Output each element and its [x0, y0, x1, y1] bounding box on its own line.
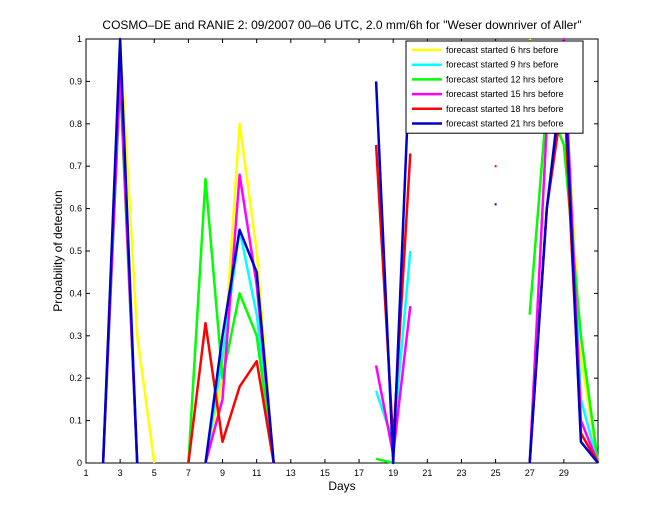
y-tick-label: 0.8 — [69, 119, 82, 129]
y-tick-label: 0.1 — [69, 416, 82, 426]
y-tick-label: 0.6 — [69, 204, 82, 214]
y-tick-label: 0.9 — [69, 76, 82, 86]
x-tick-label: 19 — [388, 468, 398, 478]
legend-entry: forecast started 12 hrs before — [446, 74, 564, 84]
y-tick-label: 0.4 — [69, 288, 82, 298]
x-tick-label: 29 — [559, 468, 569, 478]
series-line-segment — [187, 321, 275, 464]
series-6 — [101, 37, 599, 465]
x-tick-label: 11 — [252, 468, 261, 478]
legend-entry: forecast started 18 hrs before — [446, 104, 564, 114]
series-line-segment — [528, 101, 600, 464]
series-line-segment — [528, 37, 600, 464]
axis-ticks: 1 3 5 7 9 11 13 15 17 19 21 23 25 27 2900.10.20.30.40.… — [69, 34, 598, 478]
legend-box — [405, 40, 584, 134]
legend-entry: forecast started 21 hrs before — [446, 119, 564, 129]
series-line-segment — [101, 37, 139, 464]
x-tick-label: 17 — [354, 468, 364, 478]
x-tick-label: 7 — [186, 468, 191, 478]
x-tick-label: 3 — [118, 468, 123, 478]
x-tick-label: 21 — [422, 468, 432, 478]
chart-title: COSMO–DE and RANIE 2: 09/2007 00–06 UTC,… — [102, 18, 581, 32]
series-point — [494, 165, 497, 168]
x-tick-label: 5 — [152, 468, 157, 478]
legend: forecast started 6 hrs before forecast st… — [405, 40, 584, 134]
y-tick-label: 0.5 — [69, 246, 82, 256]
y-tick-label: 0.7 — [69, 161, 82, 171]
series-line-segment — [375, 457, 394, 465]
legend-entry: forecast started 6 hrs before — [446, 45, 559, 55]
x-tick-label: 15 — [320, 468, 330, 478]
y-tick-label: 0.3 — [69, 331, 82, 341]
x-tick-label: 1 — [83, 468, 88, 478]
series-point — [494, 203, 497, 206]
x-tick-label: 27 — [525, 468, 535, 478]
legend-entry: forecast started 15 hrs before — [446, 89, 564, 99]
series-line-segment — [187, 177, 275, 464]
series-line-segment — [374, 51, 412, 465]
x-tick-label: 23 — [456, 468, 466, 478]
legend-entry: forecast started 9 hrs before — [446, 60, 559, 70]
y-tick-label: 0 — [77, 458, 82, 468]
x-tick-label: 25 — [491, 468, 501, 478]
y-tick-label: 1 — [77, 34, 82, 44]
x-axis-label: Days — [328, 479, 355, 493]
x-tick-label: 9 — [220, 468, 225, 478]
y-axis-label: Probability of detection — [51, 190, 65, 311]
series-line-segment — [204, 228, 275, 464]
x-tick-label: 13 — [286, 468, 296, 478]
y-tick-label: 0.2 — [69, 373, 82, 383]
